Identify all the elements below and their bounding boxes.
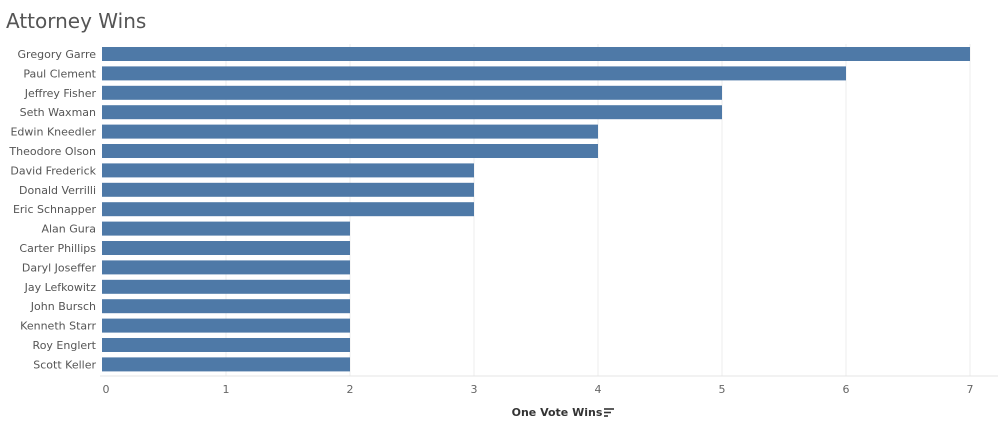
bar[interactable] [102,357,350,372]
sort-descending-icon[interactable] [602,407,616,419]
category-label: Roy Englert [33,339,97,352]
x-axis-title: One Vote Wins [512,406,603,419]
bar[interactable] [102,47,970,61]
category-label: Daryl Joseffer [22,261,97,274]
category-labels: Gregory Garre Paul Clement Jeffrey Fisher S… [8,48,96,371]
category-label: Kenneth Starr [20,320,96,333]
bar[interactable] [102,85,722,100]
x-axis-ticks: 0 1 2 3 4 5 6 7 [103,383,974,396]
bar[interactable] [102,124,598,139]
category-label: Donald Verrilli [19,184,96,197]
category-label: Carter Phillips [19,242,96,255]
bar[interactable] [102,318,350,333]
bar[interactable] [102,105,722,120]
category-label: David Frederick [10,164,96,177]
chart-title: Attorney Wins [6,9,147,33]
bar[interactable] [102,338,350,352]
category-label: Edwin Kneedler [10,126,96,139]
bar[interactable] [102,163,474,178]
x-tick-label: 1 [223,383,230,396]
category-label: Jeffrey Fisher [24,87,97,100]
category-label: Eric Schnapper [13,203,97,216]
x-tick-label: 6 [843,383,850,396]
category-label: Seth Waxman [20,106,96,119]
x-tick-label: 0 [103,383,110,396]
bar[interactable] [102,144,598,158]
category-label: John Bursch [30,300,96,313]
category-label: Theodore Olson [8,145,96,158]
bar[interactable] [102,182,474,197]
bar[interactable] [102,202,474,217]
category-label: Scott Keller [33,358,96,371]
x-tick-label: 4 [595,383,602,396]
bars [102,47,970,372]
bar[interactable] [102,299,350,314]
bar[interactable] [102,241,350,255]
category-label: Gregory Garre [18,48,97,61]
x-tick-label: 7 [967,383,974,396]
x-tick-label: 5 [719,383,726,396]
bar[interactable] [102,260,350,275]
category-label: Paul Clement [23,67,96,80]
category-label: Jay Lefkowitz [24,281,97,294]
x-tick-label: 3 [471,383,478,396]
x-tick-label: 2 [347,383,354,396]
bar[interactable] [102,221,350,236]
bar[interactable] [102,66,846,81]
bar[interactable] [102,279,350,294]
category-label: Alan Gura [41,223,96,236]
